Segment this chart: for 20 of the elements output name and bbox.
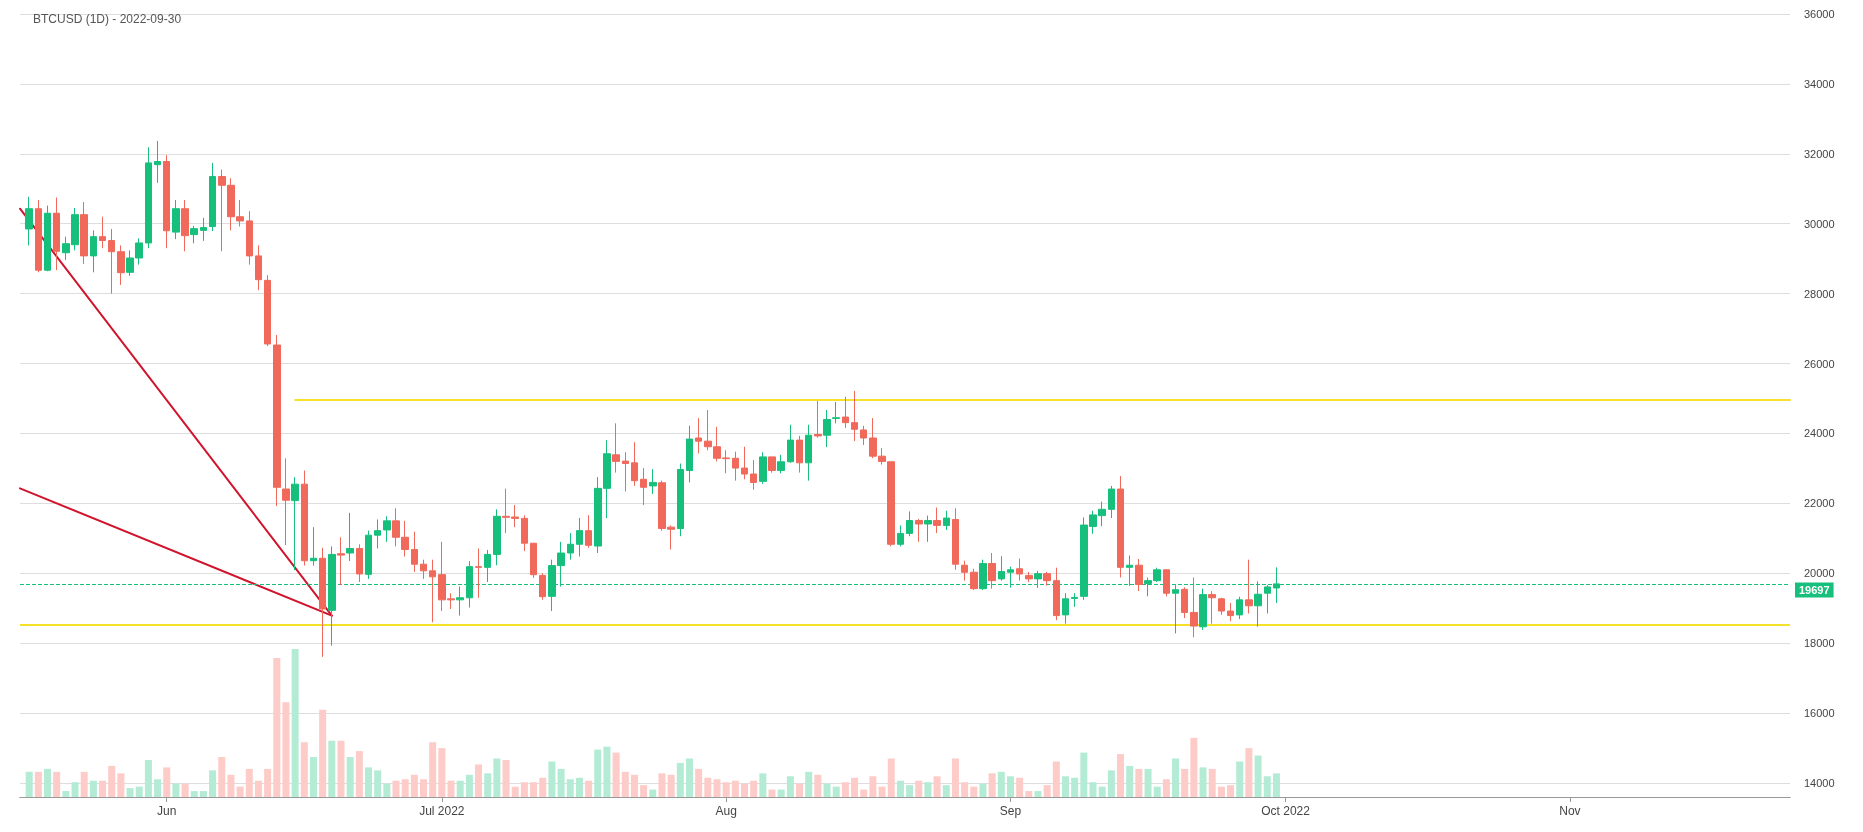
y-tick-label: 28000	[1804, 287, 1835, 300]
y-tick-label: 24000	[1804, 427, 1835, 440]
y-tick-label: 14000	[1804, 777, 1835, 790]
x-tick-label: Jun	[157, 804, 177, 818]
x-tick-label: Oct 2022	[1261, 804, 1311, 818]
y-tick-label: 16000	[1804, 707, 1835, 720]
y-tick-label: 34000	[1804, 77, 1835, 90]
x-tick-label: Aug	[715, 804, 737, 818]
x-tick-label: Jul 2022	[419, 804, 465, 818]
y-tick-label: 20000	[1804, 567, 1835, 580]
y-tick-label: 22000	[1804, 497, 1835, 510]
x-tick-label: Nov	[1559, 804, 1581, 818]
y-tick-label: 26000	[1804, 357, 1835, 370]
ref-line-label: 19697	[1799, 583, 1830, 596]
chart-title: BTCUSD (1D) - 2022-09-30	[33, 12, 182, 26]
x-tick-label: Sep	[999, 804, 1022, 818]
y-tick-label: 36000	[1804, 8, 1835, 20]
y-tick-label: 30000	[1804, 217, 1835, 230]
y-tick-label: 18000	[1804, 637, 1835, 650]
y-tick-label: 32000	[1804, 147, 1835, 160]
